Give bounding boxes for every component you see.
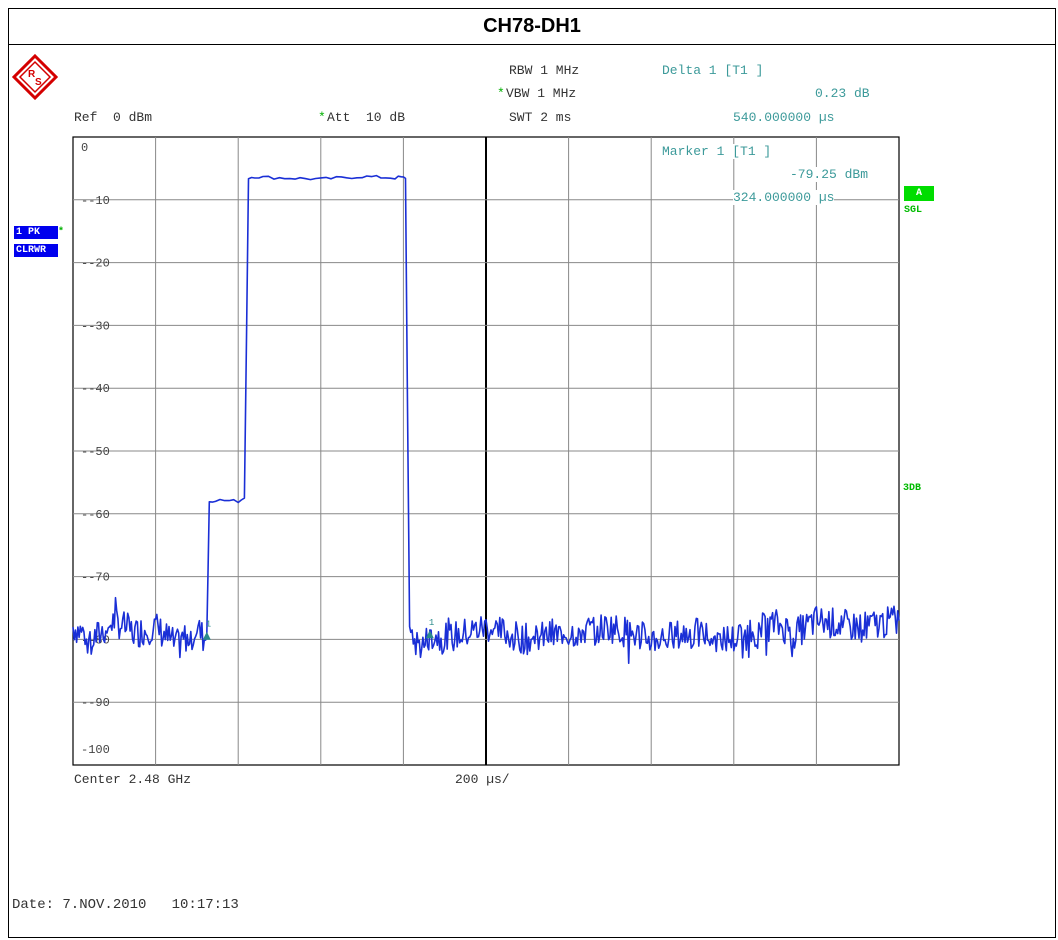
y-tick-label: --40 [81, 382, 110, 396]
vbw-star: * [497, 86, 505, 101]
vbw-label: VBW 1 MHz [506, 86, 577, 101]
trace-mode-badge: 1 PK [14, 226, 58, 239]
y-tick-label: --60 [81, 508, 110, 522]
delta-value: 0.23 dB [815, 86, 870, 101]
threedb-label: 3DB [903, 483, 922, 494]
svg-text:S: S [35, 77, 42, 88]
y-tick-label: 0 [81, 141, 88, 155]
y-tick-label: --10 [81, 194, 110, 208]
marker-time: 324.000000 µs [733, 190, 835, 205]
delta-time: 540.000000 µs [733, 110, 835, 125]
rbw-label: RBW 1 MHz [509, 63, 580, 78]
y-tick-label: --50 [81, 445, 110, 459]
y-tick-label: --30 [81, 319, 110, 333]
trace-mode-star: * [58, 227, 65, 238]
marker-1-icon [202, 631, 211, 640]
att-label: Att 10 dB [327, 110, 406, 125]
marker-value: -79.25 dBm [790, 167, 869, 182]
capture-date: Date: 7.NOV.2010 10:17:13 [12, 897, 239, 913]
y-tick-label: --20 [81, 257, 110, 271]
ref-label: Ref 0 dBm [74, 110, 153, 125]
a-badge: A [904, 186, 934, 201]
trace-mode-label: 1 PK [16, 227, 41, 238]
swt-label: SWT 2 ms [509, 110, 572, 125]
time-per-division: 200 µs/ [455, 772, 510, 787]
y-tick-label: --90 [81, 696, 110, 710]
marker-number-label: 1 [206, 620, 211, 630]
att-star: * [318, 110, 326, 125]
y-tick-label: --70 [81, 571, 110, 585]
center-frequency: Center 2.48 GHz [74, 772, 192, 787]
page-title: CH78-DH1 [8, 8, 1056, 45]
marker-number-label: 1 [429, 618, 434, 628]
marker-title: Marker 1 [T1 ] [662, 144, 772, 159]
rs-logo-icon: R S [12, 54, 58, 100]
svg-text:R: R [28, 69, 36, 80]
y-tick-label: -100 [81, 743, 110, 757]
delta-title: Delta 1 [T1 ] [662, 63, 764, 78]
sgl-label: SGL [904, 205, 923, 216]
delta-marker-icon [425, 630, 434, 639]
trace-line [72, 174, 900, 664]
trace-clear-badge: CLRWR [14, 244, 58, 257]
